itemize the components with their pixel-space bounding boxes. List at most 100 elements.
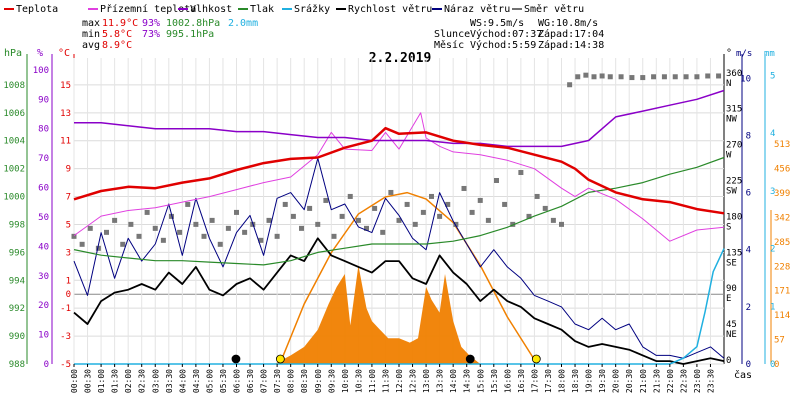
- legend-teplota: Teplota: [16, 4, 58, 15]
- tick-label-radiation: 513: [774, 140, 790, 150]
- tick-label-percent: 10: [38, 331, 49, 341]
- wind-direction-point: [258, 237, 264, 243]
- tick-label-celsius: 9: [66, 165, 71, 175]
- tick-label-radiation: 171: [774, 287, 790, 297]
- wind-direction-point: [355, 217, 361, 223]
- wind-direction-point: [694, 74, 700, 80]
- wind-direction-point: [607, 74, 613, 80]
- wind-direction-point: [502, 201, 508, 207]
- tick-label-hpa: 1008: [3, 81, 25, 91]
- axis-unit-hpa: hPa: [4, 48, 22, 59]
- tick-label-rain: 3: [770, 187, 775, 197]
- stats-wind-speed: WS:9.5m/s: [470, 18, 524, 29]
- tick-label-hpa: 990: [9, 332, 25, 342]
- axis-unit-percent: %: [37, 48, 43, 59]
- tick-label-radiation: 342: [774, 213, 790, 223]
- grid: [73, 58, 724, 365]
- x-tick-label: 07:30: [273, 369, 282, 393]
- wind-direction-point: [599, 73, 605, 79]
- wind-direction-point: [640, 75, 646, 81]
- stats-avg-temp: 8.9°C: [102, 40, 132, 51]
- wind-direction-point: [705, 73, 711, 79]
- wind-direction-point: [429, 193, 434, 199]
- x-tick-label: 02:30: [138, 369, 147, 393]
- wind-direction-point: [534, 193, 540, 199]
- tick-label-direction: 90: [726, 284, 737, 294]
- wind-direction-point: [274, 233, 280, 239]
- tick-label-rain: 4: [770, 129, 775, 139]
- tick-label-compass: E: [726, 294, 731, 304]
- stats-min-press: 995.1hPa: [166, 29, 214, 40]
- x-tick-label: 18:00: [558, 369, 567, 393]
- stats-min-hum: 73%: [142, 29, 160, 40]
- x-tick-label: 01:00: [97, 369, 106, 393]
- x-tick-label: 21:30: [652, 369, 661, 393]
- wind-direction-point: [477, 197, 483, 203]
- tick-label-rain: 0: [770, 360, 775, 370]
- tick-label-direction: 315: [726, 105, 742, 115]
- tick-label-percent: 60: [38, 184, 49, 194]
- tick-label-celsius: 1: [66, 276, 71, 286]
- wind-direction-point: [79, 241, 85, 247]
- x-tick-label: 02:00: [124, 369, 133, 393]
- tick-label-percent: 50: [38, 213, 49, 223]
- x-tick-label: 15:00: [476, 369, 485, 393]
- stats-max-press: 1002.8hPa: [166, 18, 220, 29]
- tick-label-wind: 10: [740, 74, 751, 84]
- tick-label-direction: 270: [726, 141, 742, 151]
- tick-label-percent: 70: [38, 154, 49, 164]
- x-tick-label: 14:30: [463, 369, 472, 393]
- tick-label-radiation: 114: [774, 311, 790, 321]
- x-tick-label: 23:00: [693, 369, 702, 393]
- x-tick-label: 23:30: [706, 369, 715, 393]
- x-tick-label: 06:30: [246, 369, 255, 393]
- x-tick-label: 03:30: [165, 369, 174, 393]
- wind-direction-point: [461, 185, 467, 191]
- wind-direction-point: [388, 189, 394, 195]
- wind-direction-point: [242, 229, 248, 235]
- wind-direction-point: [193, 221, 199, 227]
- wind-direction-point: [567, 82, 573, 88]
- wind-direction-point: [112, 217, 118, 223]
- tick-label-celsius: -5: [60, 360, 71, 370]
- x-tick-label: 22:30: [679, 369, 688, 393]
- legend-prizemni-teplota: Přízemní teplota: [100, 3, 196, 15]
- wind-direction-point: [144, 209, 150, 215]
- x-tick-label: 19:00: [585, 369, 594, 393]
- stats-wind-gust: WG:10.8m/s: [538, 18, 598, 29]
- wind-direction-point: [87, 225, 93, 231]
- legend: Teplota Přízemní teplota Vlhkost Tlak Sr…: [4, 3, 584, 15]
- chart-title: 2.2.2019: [369, 51, 432, 66]
- wind-direction-point: [485, 217, 491, 223]
- x-tick-label: 07:00: [260, 369, 269, 393]
- wind-direction-point: [629, 75, 635, 81]
- wind-direction-point: [185, 201, 191, 207]
- tick-label-hpa: 998: [9, 220, 25, 230]
- x-tick-label: 13:00: [422, 369, 431, 393]
- series-line-naraz-vetru: [73, 157, 725, 359]
- tick-label-percent: 20: [38, 301, 49, 311]
- wind-direction-point: [217, 241, 223, 247]
- tick-label-radiation: 456: [774, 165, 790, 175]
- series-line-tlak: [73, 156, 725, 266]
- series-line-vlhkost: [74, 89, 725, 148]
- x-tick-label: 20:30: [625, 369, 634, 393]
- tick-label-direction: 360: [726, 69, 742, 79]
- x-tick-label: 08:00: [287, 369, 296, 393]
- x-tick-label: 04:00: [178, 369, 187, 393]
- stats-max-label: max: [82, 18, 100, 29]
- stats-sun-label: Slunce: [434, 29, 470, 40]
- tick-label-compass: SW: [726, 186, 737, 196]
- wind-direction-point: [160, 237, 166, 243]
- tick-label-celsius: 3: [66, 248, 71, 258]
- stats-moon-label: Měsíc: [434, 39, 464, 51]
- tick-label-celsius: 5: [66, 220, 71, 230]
- x-tick-label: 13:30: [436, 369, 445, 393]
- moonset-marker: [465, 354, 475, 364]
- tick-label-hpa: 996: [9, 248, 25, 258]
- series-line-rychlost-vetru: [73, 237, 725, 365]
- wind-direction-point: [331, 233, 337, 239]
- wind-direction-point: [437, 213, 443, 219]
- wind-direction-point: [453, 221, 459, 227]
